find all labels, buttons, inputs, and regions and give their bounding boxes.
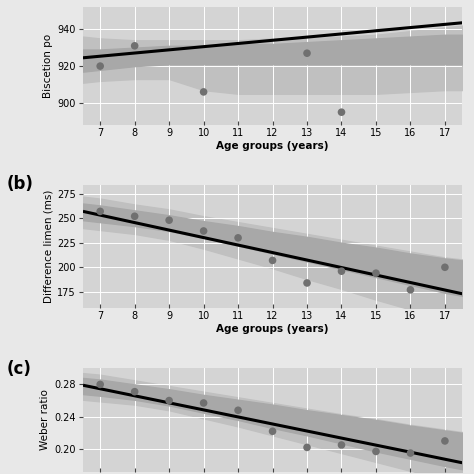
Point	[96, 208, 104, 215]
Text: (c): (c)	[7, 360, 32, 378]
X-axis label: Age groups (years): Age groups (years)	[216, 141, 329, 151]
Point	[200, 227, 208, 235]
Point	[407, 286, 414, 293]
Point	[303, 279, 311, 287]
Point	[372, 447, 380, 455]
Y-axis label: Difference limen (ms): Difference limen (ms)	[43, 190, 53, 303]
Point	[337, 267, 345, 275]
Point	[407, 449, 414, 457]
Point	[303, 49, 311, 57]
X-axis label: Age groups (years): Age groups (years)	[216, 324, 329, 334]
Text: (b): (b)	[7, 175, 34, 193]
Point	[337, 109, 345, 116]
Point	[234, 407, 242, 414]
Point	[269, 428, 276, 435]
Point	[96, 62, 104, 70]
Point	[337, 441, 345, 449]
Point	[372, 269, 380, 277]
Point	[200, 399, 208, 407]
Point	[269, 256, 276, 264]
Point	[131, 212, 138, 220]
Point	[165, 397, 173, 404]
Y-axis label: Biscetion po: Biscetion po	[43, 34, 54, 98]
Point	[165, 217, 173, 224]
Point	[131, 388, 138, 395]
Y-axis label: Weber ratio: Weber ratio	[40, 390, 50, 450]
Point	[200, 88, 208, 96]
Point	[441, 264, 449, 271]
Point	[303, 444, 311, 451]
Point	[96, 381, 104, 388]
Point	[234, 234, 242, 242]
Point	[441, 437, 449, 445]
Point	[131, 42, 138, 50]
